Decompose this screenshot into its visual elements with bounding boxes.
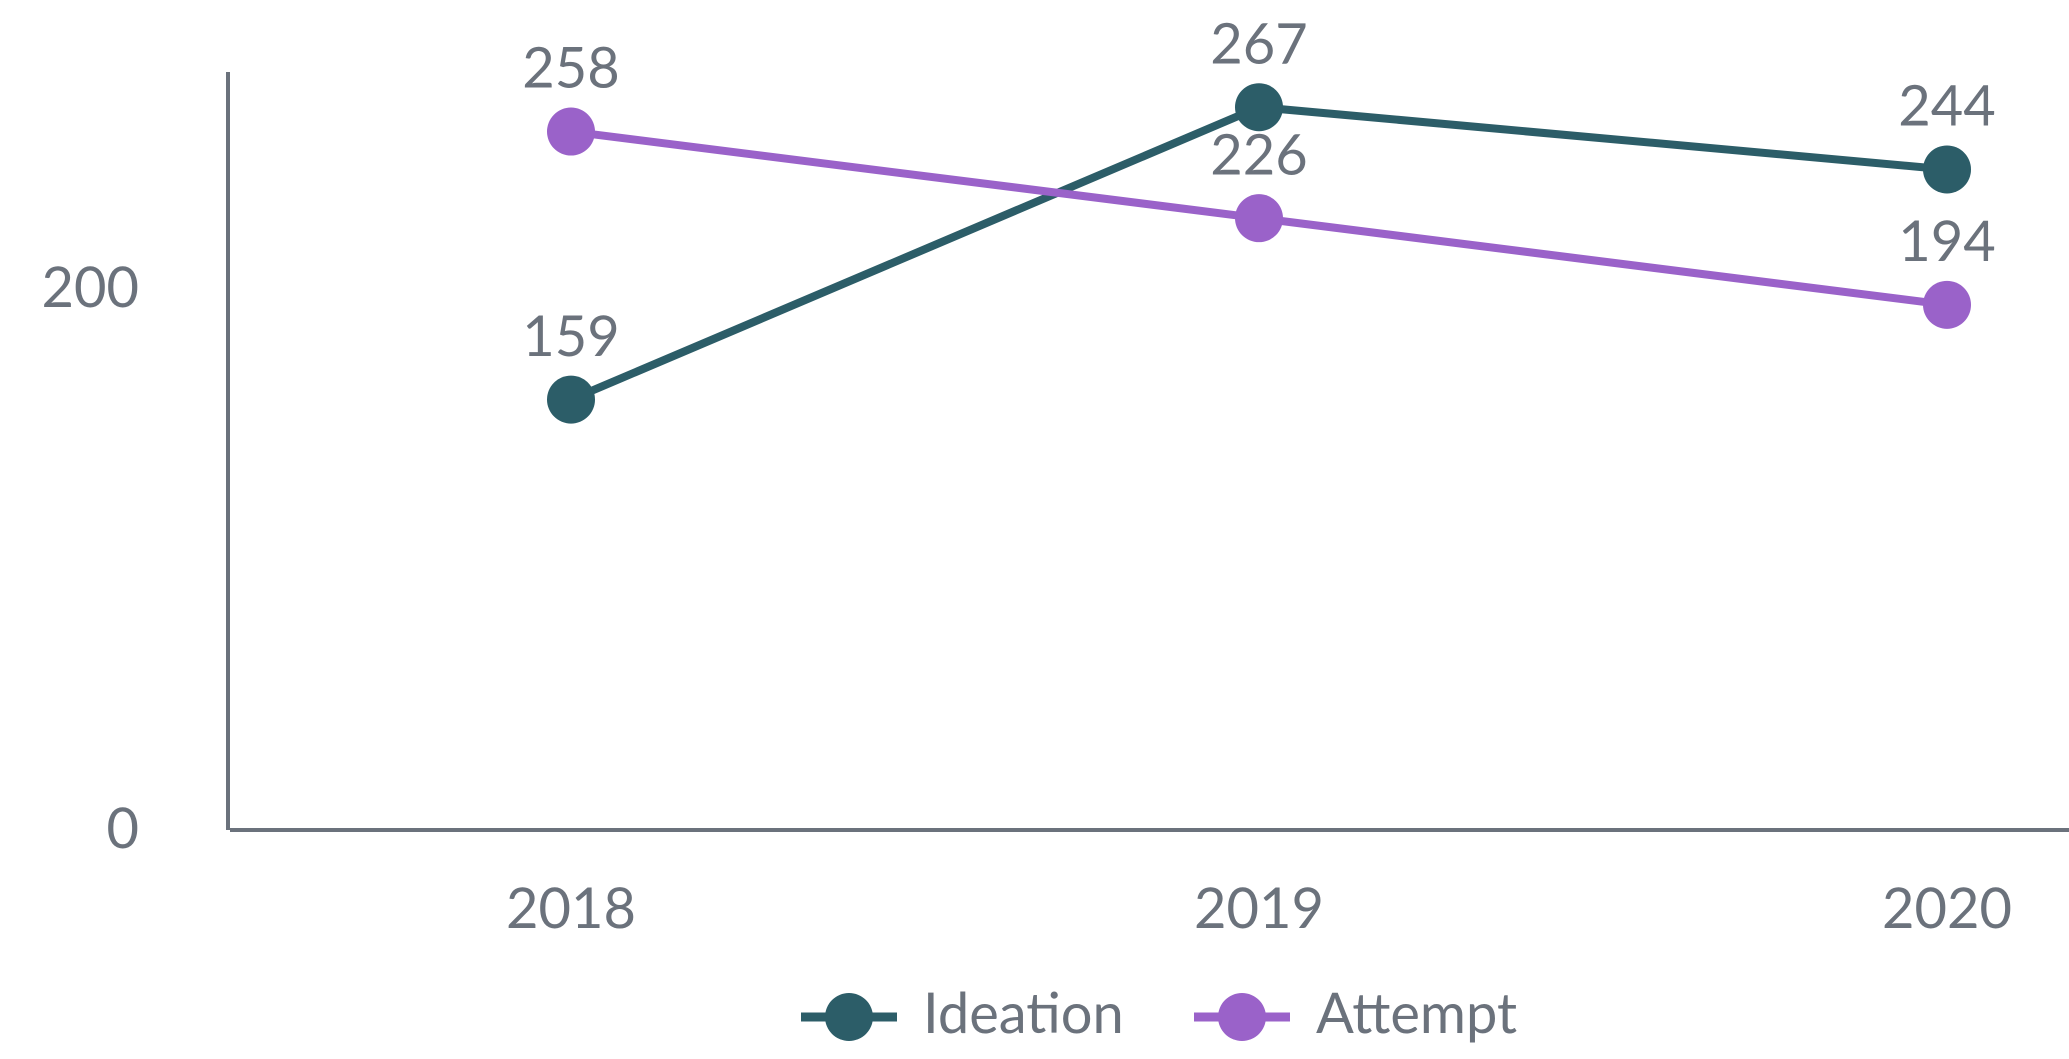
y-tick-label: 0 (107, 793, 139, 860)
y-tick-label: 200 (42, 252, 139, 319)
legend-label: Ideation (923, 978, 1124, 1045)
data-label: 267 (1210, 8, 1307, 75)
data-label: 258 (522, 33, 619, 100)
point (1235, 194, 1283, 243)
x-tick-label: 2018 (506, 873, 636, 940)
data-label: 194 (1898, 206, 1995, 273)
legend-marker (825, 993, 873, 1041)
point (1923, 280, 1971, 329)
x-tick-label: 2019 (1194, 873, 1324, 940)
point (1923, 145, 1971, 194)
data-label: 159 (522, 301, 619, 368)
x-tick-label: 2020 (1882, 873, 2012, 940)
data-label: 244 (1898, 71, 1995, 138)
point (1235, 83, 1283, 132)
data-label: 226 (1210, 119, 1307, 186)
point (547, 107, 595, 156)
legend-marker (1218, 993, 1266, 1041)
point (547, 375, 595, 424)
legend-label: Attempt (1316, 978, 1517, 1045)
